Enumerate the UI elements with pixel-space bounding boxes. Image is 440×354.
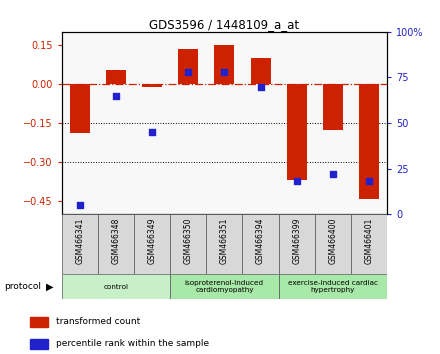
Bar (30, 317, 48, 327)
Bar (206, 214, 242, 274)
Bar (323, 84, 343, 130)
Bar (242, 214, 279, 274)
Bar (279, 214, 315, 274)
Bar (106, 70, 126, 84)
Bar (62, 214, 98, 274)
Bar (315, 214, 351, 274)
Bar (62, 274, 170, 299)
Point (221, 69, 228, 75)
Point (257, 84, 264, 89)
Bar (98, 214, 134, 274)
Text: control: control (103, 284, 128, 290)
Text: percentile rank within the sample: percentile rank within the sample (56, 339, 209, 348)
Text: GSM466348: GSM466348 (111, 217, 121, 264)
Bar (170, 214, 206, 274)
Bar (134, 214, 170, 274)
Point (112, 93, 119, 98)
Bar (351, 214, 387, 274)
Bar (30, 339, 48, 349)
Text: GSM466350: GSM466350 (184, 217, 193, 264)
Text: GSM466349: GSM466349 (147, 217, 157, 264)
Text: GSM466351: GSM466351 (220, 217, 229, 264)
Text: protocol: protocol (4, 282, 41, 291)
Text: GSM466400: GSM466400 (328, 217, 337, 264)
Title: GDS3596 / 1448109_a_at: GDS3596 / 1448109_a_at (149, 18, 300, 31)
Point (76, 202, 83, 208)
Bar (142, 84, 162, 86)
Text: GSM466399: GSM466399 (292, 217, 301, 264)
Bar (279, 274, 387, 299)
Text: ▶: ▶ (46, 282, 54, 292)
Bar (178, 49, 198, 84)
Text: transformed count: transformed count (56, 317, 140, 326)
Point (293, 178, 300, 184)
Bar (359, 84, 379, 199)
Point (366, 178, 373, 184)
Bar (170, 274, 279, 299)
Text: isoproterenol-induced
cardiomyopathy: isoproterenol-induced cardiomyopathy (185, 280, 264, 293)
Point (185, 69, 192, 75)
Point (149, 129, 156, 135)
Text: GSM466401: GSM466401 (365, 217, 374, 264)
Text: exercise-induced cardiac
hypertrophy: exercise-induced cardiac hypertrophy (288, 280, 378, 293)
Text: GSM466394: GSM466394 (256, 217, 265, 264)
Bar (214, 45, 235, 84)
Bar (70, 84, 90, 133)
Point (330, 171, 337, 177)
Bar (251, 58, 271, 84)
Bar (287, 84, 307, 180)
Text: GSM466341: GSM466341 (75, 217, 84, 264)
